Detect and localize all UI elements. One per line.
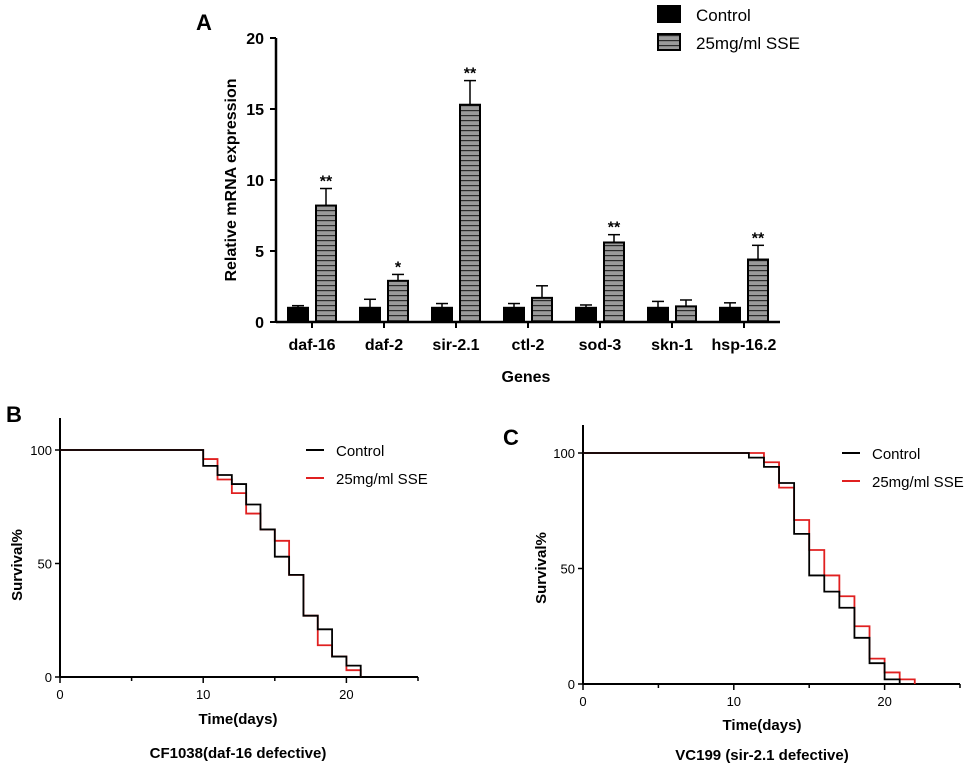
panel-a-x-tick-label: skn-1	[651, 337, 693, 354]
panel-c-y-label: Survival%	[533, 532, 550, 604]
control-bar	[503, 306, 525, 323]
panel-a-bars: *********	[287, 66, 769, 324]
panel-b-x-tick-label: 0	[56, 687, 63, 702]
panel-a-x-tick-label: daf-16	[288, 337, 335, 354]
panel-c-legend-label-control: Control	[872, 446, 920, 463]
panel-b-legend-label-control: Control	[336, 443, 384, 460]
panel-b-x-tick-label: 10	[196, 687, 210, 702]
panel-c-legend: Control 25mg/ml SSE	[842, 446, 964, 491]
control-survival-line	[60, 449, 362, 677]
sse-survival-line	[60, 449, 362, 677]
sse-bar	[747, 258, 769, 323]
control-bar	[431, 306, 453, 323]
sse-bar	[315, 204, 337, 323]
panel-b-x-label: Time(days)	[199, 711, 278, 728]
panel-b-axes: 0 50 100 0 10 20	[30, 418, 419, 702]
significance-mark: **	[608, 220, 621, 237]
panel-a-x-tick-label: hsp-16.2	[712, 337, 777, 354]
panel-b-y-tick-label: 0	[45, 670, 52, 685]
panel-c-lines	[583, 452, 916, 684]
panel-c-y-tick-label: 0	[568, 677, 575, 692]
panel-c-x-tick-label: 0	[579, 694, 586, 709]
panel-a-y-label: Relative mRNA expression	[223, 78, 240, 281]
significance-mark: *	[395, 259, 402, 276]
sse-bar	[603, 241, 625, 323]
significance-mark: **	[752, 230, 765, 247]
panel-b-legend-label-sse: 25mg/ml SSE	[336, 471, 428, 488]
control-survival-line	[583, 452, 901, 684]
legend-label-sse: 25mg/ml SSE	[696, 34, 800, 53]
panel-c-legend-label-sse: 25mg/ml SSE	[872, 474, 964, 491]
panel-a-y-tick-label: 10	[246, 173, 264, 190]
panel-a-legend: Control 25mg/ml SSE	[657, 5, 800, 53]
panel-a-x-tick-label: daf-2	[365, 337, 403, 354]
significance-mark: **	[320, 174, 333, 191]
panel-b: B 0 50 100 0 10 20 Control 25mg/ml SSE Surviva…	[6, 402, 428, 762]
control-bar	[719, 306, 741, 323]
panel-a-y-tick-label: 0	[255, 315, 264, 332]
panel-a-x-tick-label: ctl-2	[512, 337, 545, 354]
control-bar	[359, 306, 381, 323]
panel-c-x-label: Time(days)	[723, 717, 802, 734]
panel-a-y-tick-label: 15	[246, 102, 264, 119]
panel-b-title: CF1038(daf-16 defective)	[150, 745, 327, 762]
panel-c: C 0 50 100 0 10 20 Control 25mg/ml SSE Surviva…	[503, 425, 964, 764]
sse-survival-line	[583, 452, 916, 684]
panel-b-y-label: Survival%	[9, 529, 26, 601]
panel-c-axes: 0 50 100 0 10 20	[553, 425, 961, 709]
panel-c-letter: C	[503, 425, 519, 450]
panel-c-y-tick-label: 100	[553, 446, 575, 461]
panel-a-x-tick-label: sod-3	[579, 337, 622, 354]
panel-b-x-tick-label: 20	[339, 687, 353, 702]
control-bar	[647, 306, 669, 323]
panel-a: A 0 5 10 15 20 daf-16 daf-2 sir-2.1 ctl-2 sod-3 sk…	[196, 5, 800, 386]
sse-bar	[531, 296, 553, 323]
panel-c-x-tick-label: 20	[877, 694, 891, 709]
panel-b-lines	[60, 449, 362, 677]
panel-a-y-tick-label: 20	[246, 31, 264, 48]
panel-b-legend: Control 25mg/ml SSE	[306, 443, 428, 488]
control-bar	[287, 306, 309, 323]
panel-a-y-tick-label: 5	[255, 244, 264, 261]
panel-c-y-tick-label: 50	[561, 562, 575, 577]
panel-c-x-tick-label: 10	[727, 694, 741, 709]
panel-a-x-tick-label: sir-2.1	[432, 337, 479, 354]
panel-b-letter: B	[6, 402, 22, 427]
legend-swatch-control	[657, 5, 681, 23]
panel-c-title: VC199 (sir-2.1 defective)	[675, 747, 848, 764]
legend-swatch-sse	[657, 33, 681, 51]
panel-a-x-label: Genes	[502, 369, 551, 386]
panel-b-y-tick-label: 50	[38, 557, 52, 572]
sse-bar	[675, 305, 697, 324]
panel-b-y-tick-label: 100	[30, 443, 52, 458]
sse-bar	[387, 279, 409, 324]
sse-bar	[459, 103, 481, 323]
significance-mark: **	[464, 66, 477, 83]
panel-a-letter: A	[196, 10, 212, 35]
control-bar	[575, 306, 597, 323]
legend-label-control: Control	[696, 6, 751, 25]
panel-a-axes: 0 5 10 15 20 daf-16 daf-2 sir-2.1 ctl-2 sod-3 skn-…	[246, 31, 780, 354]
